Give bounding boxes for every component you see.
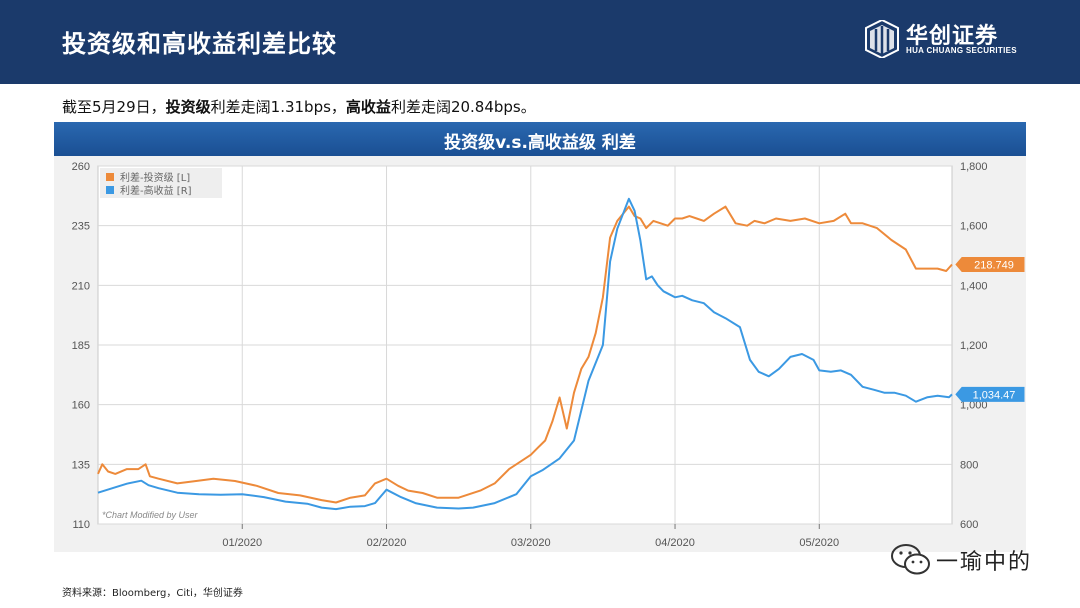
y-right-tick-label: 1,400 (960, 280, 988, 292)
legend-box (100, 168, 222, 198)
summary-ig-text: 利差走阔1.31bps， (210, 98, 346, 116)
y-left-tick-label: 260 (72, 161, 90, 173)
y-right-tick-label: 600 (960, 519, 978, 531)
series-line-investment-grade (97, 205, 953, 504)
y-left-tick-label: 160 (72, 400, 90, 412)
legend-swatch (106, 186, 114, 194)
y-left-tick-label: 110 (72, 519, 90, 531)
chart-title-bar: 投资级v.s.高收益级 利差 (54, 122, 1026, 156)
legend-label: 利差-高收益 [R] (120, 184, 192, 197)
x-tick-label: 04/2020 (655, 537, 695, 549)
y-right-tick-label: 1,200 (960, 340, 988, 352)
summary-prefix: 截至5月29日， (62, 98, 166, 116)
last-value-high-yield-text: 1,034.47 (973, 389, 1016, 401)
company-logo: 华创证券 HUA CHUANG SECURITIES (864, 18, 1064, 62)
logo-english-name: HUA CHUANG SECURITIES (906, 46, 1017, 55)
summary-ig-label: 投资级 (165, 98, 211, 116)
logo-cube-icon (865, 20, 899, 58)
chart-annotation: *Chart Modified by User (102, 510, 199, 520)
wechat-icon (891, 544, 930, 575)
watermark-text: 一瑜中的 (936, 550, 1033, 575)
page-title: 投资级和高收益利差比较 (62, 30, 337, 58)
spread-chart: 260 235 210 185 160 135 110 1,800 1,600 1,400 1,20… (72, 161, 1025, 549)
y-right-tick-label: 1,600 (960, 221, 988, 233)
series-line-high-yield (97, 197, 953, 511)
source-note: 资料来源：Bloomberg，Citi，华创证券 (62, 588, 243, 599)
y-left-tick-label: 210 (72, 280, 90, 292)
summary-text: 截至5月29日，投资级利差走阔1.31bps，高收益利差走阔20.84bps。 (62, 96, 536, 117)
summary-hy-label: 高收益 (345, 98, 391, 116)
last-value-high-yield-bg (955, 386, 1025, 402)
last-value-investment-grade-text: 218.749 (974, 259, 1014, 271)
legend-label: 利差-投资级 [L] (120, 171, 190, 184)
y-right-tick-label: 800 (960, 459, 978, 471)
x-tick-label: 01/2020 (222, 537, 262, 549)
legend-swatch (106, 173, 114, 181)
summary-hy-text: 利差走阔20.84bps。 (390, 98, 536, 116)
chart-title: 投资级v.s.高收益级 利差 (444, 133, 636, 153)
y-right-tick-label: 1,000 (960, 400, 988, 412)
y-left-tick-label: 135 (72, 459, 90, 471)
y-left-tick-label: 235 (72, 221, 90, 233)
y-left-tick-label: 185 (72, 340, 90, 352)
logo-chinese-name: 华创证券 (906, 24, 999, 49)
y-right-tick-label: 1,800 (960, 161, 988, 173)
last-value-investment-grade-bg (955, 256, 1025, 272)
x-tick-label: 05/2020 (799, 537, 839, 549)
title-bar: 投资级和高收益利差比较 华创证券 HUA CHUANG SECURITIES (0, 0, 1080, 84)
x-tick-label: 02/2020 (367, 537, 407, 549)
x-tick-label: 03/2020 (511, 537, 551, 549)
